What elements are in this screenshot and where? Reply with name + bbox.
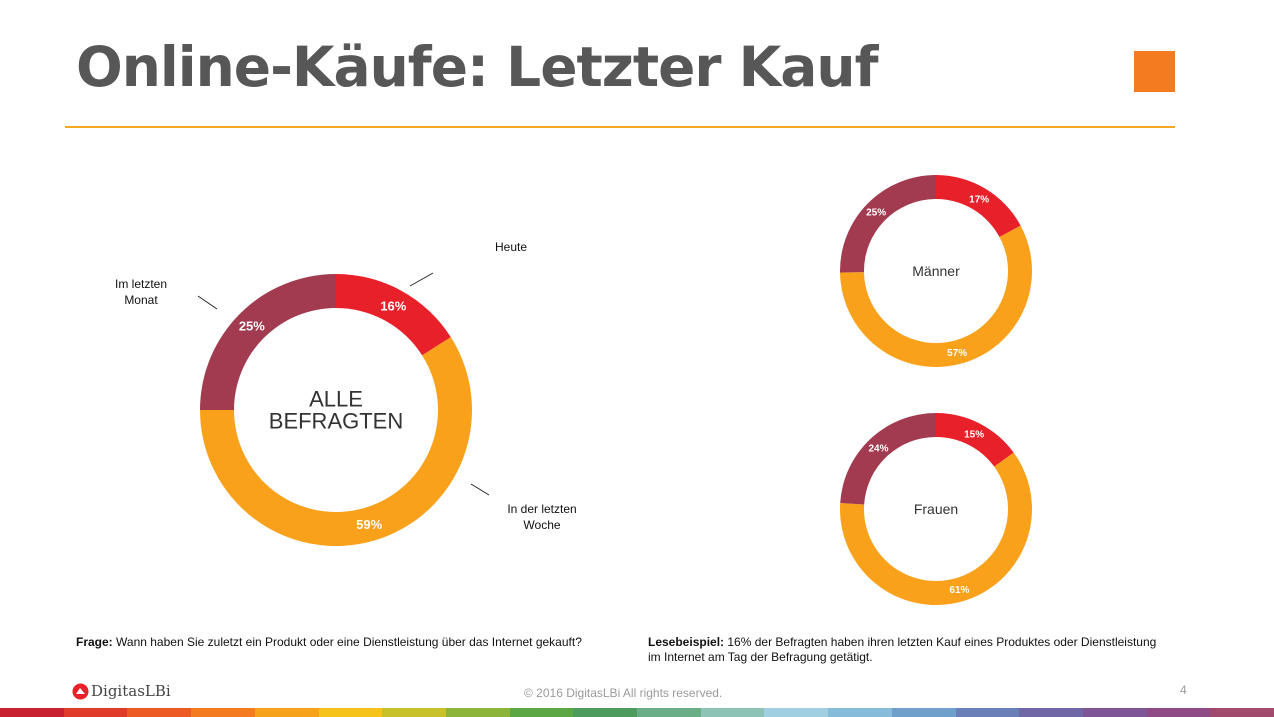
callout-leader-monat (197, 295, 218, 310)
footer-stripe (637, 708, 701, 717)
title-divider (65, 126, 1175, 128)
slice-data-label: 24% (868, 443, 888, 454)
slice-data-label: 16% (380, 298, 406, 313)
callout-monat-line1: Im letzten (115, 277, 167, 291)
question-note: Frage: Wann haben Sie zuletzt ein Produk… (76, 635, 636, 650)
callout-leader-woche (470, 483, 490, 496)
footer-stripe (1146, 708, 1211, 717)
page-number: 4 (1180, 683, 1187, 697)
slice-data-label: 59% (356, 517, 382, 532)
footer-stripe (445, 708, 510, 717)
footer-stripe (191, 708, 255, 717)
slice-data-label: 25% (239, 318, 265, 333)
footer-stripe (318, 708, 383, 717)
callout-woche-line1: In der letzten (507, 502, 576, 516)
donut-slice (840, 452, 1033, 606)
donut-slice (936, 413, 1014, 467)
donut-frauen: 15% 61% 24% Frauen (840, 413, 1033, 606)
footer-stripe (573, 708, 638, 717)
donut-slice (840, 225, 1032, 367)
question-label: Frage: (76, 635, 113, 649)
footer-stripe (891, 708, 956, 717)
callout-heute: Heute (495, 240, 527, 254)
donut-slice (200, 337, 472, 547)
donut-slice (936, 175, 1021, 237)
donut-slice (840, 175, 936, 273)
footer-stripe (700, 708, 765, 717)
slice-data-label: 25% (866, 208, 886, 219)
accent-square (1134, 51, 1175, 92)
footer-stripe (764, 708, 829, 717)
slice-data-label: 57% (947, 348, 967, 359)
logo-mark-icon (72, 683, 89, 700)
footer-stripe (955, 708, 1020, 717)
footer-stripe (828, 708, 892, 717)
donut-center-label: BEFRAGTEN (269, 409, 403, 434)
callout-leader-heute (409, 272, 434, 287)
donut-slice (336, 274, 451, 356)
footer-stripe (127, 708, 192, 717)
slice-data-label: 17% (969, 194, 989, 205)
footer-stripe (1082, 708, 1147, 717)
footer-stripe (509, 708, 574, 717)
footer-stripe (0, 708, 64, 717)
donut-center-label: ALLE (309, 387, 363, 412)
donut-center-label: Frauen (914, 501, 958, 517)
donut-slice (200, 274, 336, 410)
example-text: 16% der Befragten haben ihren letzten Ka… (648, 635, 1157, 664)
footer-color-bar (0, 708, 1274, 717)
copyright: © 2016 DigitasLBi All rights reserved. (524, 686, 723, 700)
footer-stripe (63, 708, 128, 717)
slice-data-label: 61% (949, 585, 969, 596)
example-label: Lesebeispiel: (648, 635, 725, 649)
donut-center-label: Männer (912, 263, 960, 279)
callout-woche-line2: Woche (523, 518, 560, 532)
logo-text: DigitasLBi (91, 682, 171, 700)
footer-stripe (382, 708, 446, 717)
donut-slice (840, 413, 936, 505)
question-text: Wann haben Sie zuletzt ein Produkt oder … (112, 635, 582, 649)
slice-data-label: 15% (964, 430, 984, 441)
footer-stripe (1210, 708, 1274, 717)
reading-example-note: Lesebeispiel: 16% der Befragten haben ih… (648, 635, 1168, 665)
donut-maenner: 17% 57% 25% Männer (840, 175, 1032, 367)
footer-stripe (1019, 708, 1083, 717)
callout-monat-line2: Monat (124, 293, 158, 307)
slide-title: Online-Käufe: Letzter Kauf (76, 35, 878, 99)
footer-stripe (254, 708, 319, 717)
